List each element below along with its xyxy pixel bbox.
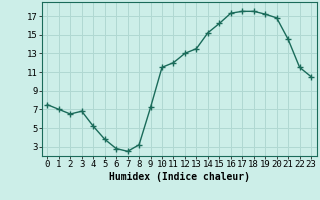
X-axis label: Humidex (Indice chaleur): Humidex (Indice chaleur): [109, 172, 250, 182]
